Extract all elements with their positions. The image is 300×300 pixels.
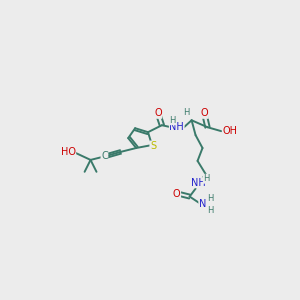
Text: NH: NH xyxy=(191,178,206,188)
Text: C: C xyxy=(101,151,108,161)
Text: N: N xyxy=(199,200,206,209)
Text: H: H xyxy=(203,174,210,183)
Text: H: H xyxy=(184,108,190,117)
Text: H: H xyxy=(207,194,214,203)
Text: NH: NH xyxy=(169,122,184,132)
Text: S: S xyxy=(150,141,156,151)
Text: H: H xyxy=(169,116,176,125)
Text: H: H xyxy=(207,206,214,215)
Text: HO: HO xyxy=(61,147,76,157)
Text: O: O xyxy=(173,189,181,199)
Text: O: O xyxy=(154,108,162,118)
Text: OH: OH xyxy=(222,126,237,136)
Text: O: O xyxy=(201,108,208,118)
